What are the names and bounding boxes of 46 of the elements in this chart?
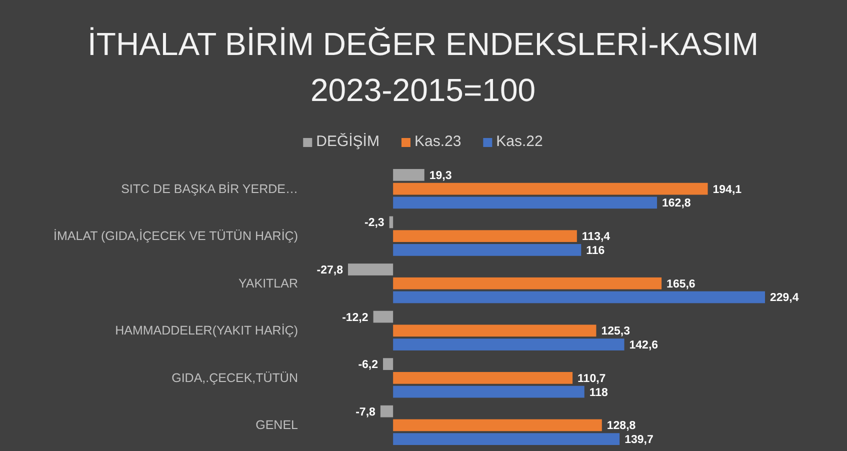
data-label: 162,8	[662, 198, 692, 210]
data-label: 194,1	[712, 184, 742, 196]
bar	[393, 324, 596, 337]
data-label: 128,8	[606, 420, 636, 432]
data-label: 229,4	[770, 292, 800, 304]
bar	[393, 277, 662, 290]
data-label: 125,3	[601, 326, 630, 338]
data-label: 118	[589, 386, 609, 399]
bar	[393, 244, 582, 256]
data-label: -27,8	[316, 264, 344, 276]
legend-label: Kas.22	[496, 133, 543, 150]
bar	[393, 372, 573, 384]
y-tick-label: HAMMADDELER(YAKIT HARİÇ)	[115, 324, 298, 338]
y-tick-label: İMALAT (GIDA,İÇECEK VE TÜTÜN HARİÇ)	[54, 229, 298, 244]
y-tick-label: GENEL	[256, 418, 298, 432]
bar	[393, 386, 584, 398]
data-label: 116	[586, 244, 605, 257]
bar	[393, 230, 577, 242]
chart-title: İTHALAT BİRİM DEĞER ENDEKSLERİ-KASIM 2023-2015=100	[88, 26, 758, 108]
legend-label: DEĞİŞİM	[316, 132, 380, 150]
y-tick-label: GIDA,.ÇECEK,TÜTÜN	[172, 370, 298, 385]
data-label: 110,7	[578, 372, 606, 385]
bar	[393, 169, 424, 181]
bar	[393, 419, 602, 432]
legend-label: Kas.23	[414, 133, 462, 150]
bar	[393, 196, 658, 209]
data-label: 139,7	[624, 434, 654, 446]
data-label: -7,8	[356, 406, 376, 418]
data-label: 19,3	[429, 170, 452, 182]
bar	[393, 433, 620, 445]
data-label: -2,3	[364, 217, 384, 230]
bar	[393, 291, 765, 304]
data-label: -6,2	[358, 359, 378, 372]
bar	[393, 182, 708, 195]
bar	[393, 338, 624, 350]
data-label: 113,4	[582, 231, 611, 244]
bar	[380, 405, 394, 418]
y-tick-label: SITC DE BAŞKA BİR YERDE…	[121, 182, 298, 196]
data-label: 142,6	[629, 340, 658, 352]
bar	[383, 358, 394, 370]
bar	[348, 264, 394, 276]
data-label: -12,2	[342, 312, 368, 324]
data-label: 165,6	[666, 278, 696, 290]
y-tick-label: YAKITLAR	[238, 276, 298, 290]
bar	[389, 216, 394, 228]
bar	[373, 310, 394, 323]
